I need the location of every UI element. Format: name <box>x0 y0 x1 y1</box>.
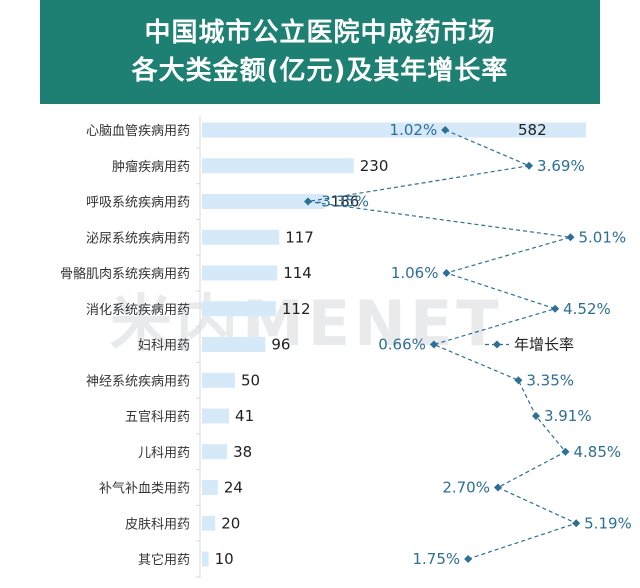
category-label: 五官科用药 <box>125 409 190 425</box>
bar-value-label: 24 <box>224 479 243 497</box>
growth-rate-marker <box>304 197 312 206</box>
growth-rate-label: 2.70% <box>442 479 490 497</box>
growth-rate-marker <box>561 447 570 456</box>
category-label: 泌尿系统疾病用药 <box>86 231 190 246</box>
bar <box>202 229 280 245</box>
growth-rate-marker <box>464 555 473 563</box>
growth-rate-label: 1.02% <box>390 121 438 139</box>
growth-rate-marker <box>551 304 560 313</box>
growth-rate-marker <box>566 233 575 242</box>
bar <box>202 444 228 460</box>
growth-rate-label: 1.06% <box>391 264 439 282</box>
bar <box>202 194 325 209</box>
bar <box>202 158 354 174</box>
growth-rate-label: 4.85% <box>573 443 621 461</box>
growth-rate-marker <box>531 412 540 420</box>
category-label: 骨骼肌肉系统疾病用药 <box>60 266 190 282</box>
bar <box>202 408 230 424</box>
bar-value-label: 50 <box>241 371 260 389</box>
growth-rate-label: 3.35% <box>526 371 574 389</box>
growth-rate-marker <box>514 376 523 385</box>
bar-value-label: 20 <box>221 514 240 532</box>
bar-value-label: 582 <box>518 121 547 139</box>
chart-title-line-1: 中国城市公立医院中成药市场 <box>144 18 496 48</box>
bar <box>202 551 209 567</box>
growth-rate-label: -3.35% <box>316 193 369 211</box>
growth-rate-marker <box>572 519 581 528</box>
growth-rate-label: 0.66% <box>378 336 426 354</box>
growth-rate-label: 1.75% <box>412 550 460 568</box>
bar-value-label: 38 <box>233 443 252 461</box>
category-label: 补气补血类用药 <box>99 481 190 497</box>
bar-value-label: 10 <box>215 550 234 568</box>
growth-rate-marker <box>493 483 502 492</box>
bar <box>202 515 216 531</box>
growth-rate-label: 5.01% <box>579 228 627 246</box>
category-label: 肿瘤疾病用药 <box>112 159 190 175</box>
bar-value-label: 112 <box>282 300 311 318</box>
bar <box>202 301 276 317</box>
growth-rate-marker <box>525 161 534 170</box>
bar <box>202 337 266 352</box>
growth-rate-label: 4.52% <box>563 300 611 318</box>
growth-rate-marker <box>442 269 451 277</box>
category-label: 心脑血管疾病用药 <box>86 124 190 139</box>
bar <box>202 480 218 495</box>
growth-rate-label: 3.91% <box>544 407 592 425</box>
category-label: 妇科用药 <box>138 338 190 354</box>
legend-marker-swatch <box>493 340 501 349</box>
bar-value-label: 96 <box>271 336 290 354</box>
growth-rate-label: 3.69% <box>537 157 585 175</box>
growth-rate-marker <box>441 126 450 134</box>
growth-rate-marker <box>429 340 438 349</box>
bar <box>202 122 586 138</box>
title-banner: 中国城市公立医院中成药市场 各大类金额(亿元)及其年增长率 <box>40 0 600 104</box>
chart-title-line-2: 各大类金额(亿元)及其年增长率 <box>131 56 509 86</box>
legend-label: 年增长率 <box>514 336 574 354</box>
bar <box>202 372 235 388</box>
bar-value-label: 117 <box>285 228 314 246</box>
bar-value-label: 41 <box>235 407 254 425</box>
category-label: 儿科用药 <box>138 446 190 461</box>
category-label: 呼吸系统疾病用药 <box>86 196 190 211</box>
category-label: 其它用药 <box>138 552 190 568</box>
category-label: 皮肤科用药 <box>125 517 190 532</box>
bar-value-label: 114 <box>283 264 312 282</box>
bar-value-label: 230 <box>360 157 389 175</box>
growth-rate-label: 5.19% <box>584 514 632 532</box>
bar <box>202 265 278 281</box>
category-label: 神经系统疾病用药 <box>86 374 190 389</box>
category-label: 消化系统疾病用药 <box>86 303 190 318</box>
